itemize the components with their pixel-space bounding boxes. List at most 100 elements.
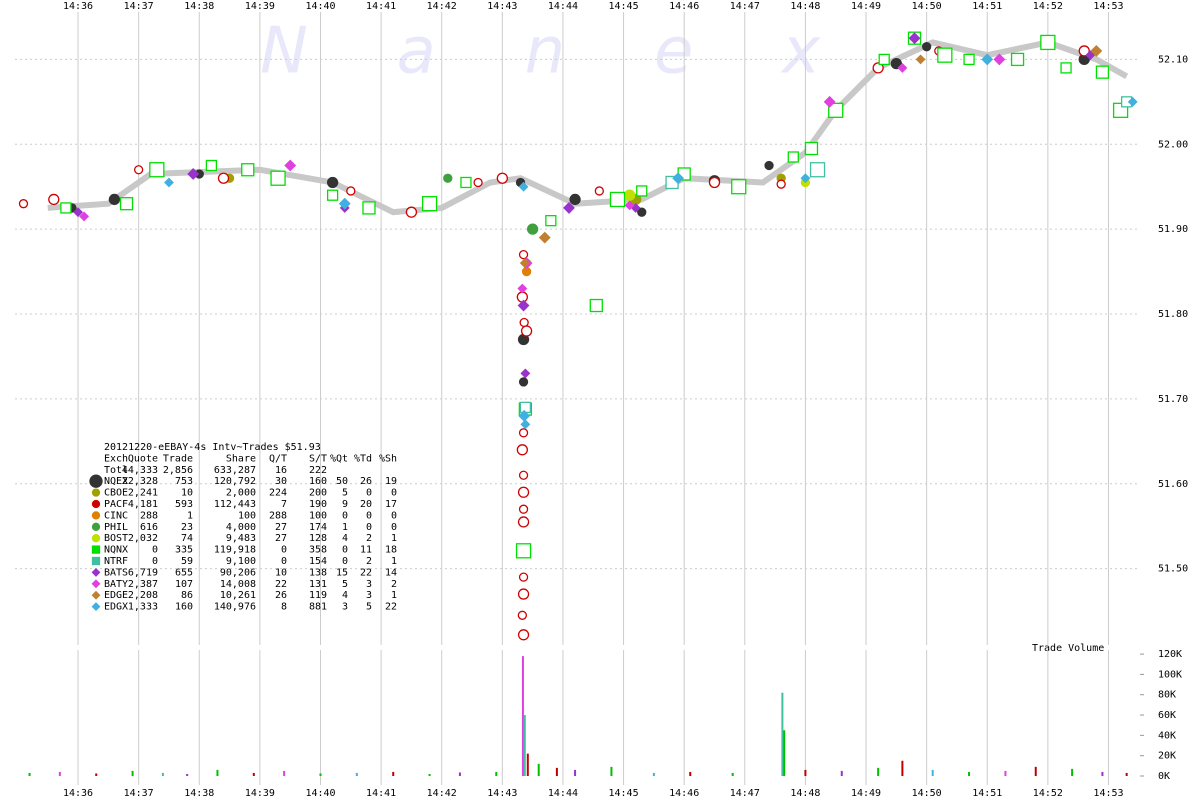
y-tick-label: 51.60 bbox=[1158, 479, 1188, 490]
legend-stat: 5 bbox=[366, 602, 372, 613]
x-tick-label: 14:47 bbox=[730, 1, 760, 12]
y-tick-label: 52.00 bbox=[1158, 139, 1188, 150]
price-point bbox=[518, 377, 529, 387]
price-point bbox=[776, 179, 786, 189]
volume-bar bbox=[186, 773, 189, 776]
price-point bbox=[1078, 45, 1090, 57]
price-point bbox=[569, 193, 581, 206]
legend-stat: 138 bbox=[309, 567, 327, 578]
legend-stat: 59 bbox=[181, 556, 193, 567]
price-point bbox=[346, 186, 356, 196]
price-point bbox=[636, 185, 648, 197]
price-point bbox=[519, 401, 532, 414]
price-point bbox=[1040, 34, 1056, 51]
legend-marker bbox=[91, 545, 101, 554]
legend-total-stat: 633,287 bbox=[214, 465, 256, 476]
legend-name: PHIL bbox=[104, 522, 128, 533]
price-point bbox=[517, 299, 530, 312]
legend-stat: 0 bbox=[342, 510, 348, 521]
legend-stat: 288 bbox=[140, 510, 158, 521]
legend-marker bbox=[91, 556, 101, 566]
volume-bar bbox=[523, 715, 526, 776]
price-point bbox=[890, 58, 902, 70]
legend-stat: 6,719 bbox=[128, 567, 158, 578]
volume-bar bbox=[131, 770, 134, 776]
price-point bbox=[520, 419, 531, 430]
volume-bar bbox=[428, 773, 431, 776]
legend-total-stat: 2,856 bbox=[163, 465, 193, 476]
legend-header: %Td bbox=[354, 453, 372, 464]
volume-bar bbox=[252, 772, 255, 776]
volume-bar bbox=[521, 656, 524, 776]
legend-stat: 120,792 bbox=[214, 476, 256, 487]
price-point bbox=[624, 200, 635, 211]
y-tick-label: 60K bbox=[1158, 710, 1176, 721]
legend-stat: 15 bbox=[336, 567, 348, 578]
legend-stat: 2,208 bbox=[128, 590, 158, 601]
volume-bar bbox=[1034, 766, 1037, 776]
legend-marker bbox=[89, 474, 103, 488]
legend-name: BATS bbox=[104, 567, 128, 578]
legend-stat: 2 bbox=[366, 556, 372, 567]
x-tick-label: 14:52 bbox=[1033, 788, 1063, 799]
legend-marker bbox=[91, 534, 101, 543]
price-point bbox=[623, 189, 636, 201]
legend-stat: 593 bbox=[175, 499, 193, 510]
price-point bbox=[878, 53, 890, 66]
x-tick-label: 14:50 bbox=[912, 788, 942, 799]
legend-stat: 881 bbox=[309, 602, 327, 613]
price-point bbox=[764, 160, 774, 171]
volume-bar bbox=[781, 692, 784, 776]
legend-header: S/T bbox=[309, 453, 327, 464]
legend-stat: 22 bbox=[275, 579, 287, 590]
legend-stat: 10 bbox=[275, 567, 287, 578]
legend-stat: 335 bbox=[175, 545, 193, 556]
legend-stat: 0 bbox=[391, 488, 397, 499]
x-tick-label: 14:41 bbox=[366, 1, 396, 12]
legend-stat: 753 bbox=[175, 476, 193, 487]
legend-name: NTRF bbox=[104, 556, 128, 567]
legend-total-stat: 44,333 bbox=[122, 465, 158, 476]
price-point bbox=[518, 470, 529, 480]
volume-bar bbox=[901, 760, 904, 776]
price-point bbox=[149, 162, 165, 178]
legend-stat: 0 bbox=[152, 556, 158, 567]
x-tick-label: 14:40 bbox=[305, 788, 335, 799]
legend-stat: 90,206 bbox=[220, 567, 256, 578]
price-point bbox=[519, 258, 530, 269]
price-point bbox=[804, 141, 819, 156]
legend-stat: 3 bbox=[366, 579, 372, 590]
price-point bbox=[915, 54, 926, 65]
legend-name: CBOE bbox=[104, 488, 128, 499]
legend-stat: 22,328 bbox=[122, 476, 158, 487]
volume-bar bbox=[458, 772, 461, 776]
legend-stat: 1 bbox=[391, 556, 397, 567]
x-tick-label: 14:49 bbox=[851, 1, 881, 12]
volume-bar bbox=[392, 771, 395, 776]
y-tick-label: 100K bbox=[1158, 669, 1182, 680]
price-point bbox=[79, 211, 90, 222]
price-point bbox=[48, 193, 60, 206]
legend-stat: 0 bbox=[152, 545, 158, 556]
volume-bar bbox=[1004, 770, 1007, 776]
legend-header: Q/T bbox=[269, 453, 287, 464]
price-point bbox=[496, 172, 508, 184]
volume-bar bbox=[95, 773, 98, 776]
legend-stat: 112,443 bbox=[214, 499, 256, 510]
x-tick-label: 14:51 bbox=[972, 788, 1002, 799]
y-tick-label: 51.80 bbox=[1158, 309, 1188, 320]
price-point bbox=[108, 193, 121, 206]
x-tick-label: 14:42 bbox=[427, 1, 457, 12]
x-tick-label: 14:42 bbox=[427, 788, 457, 799]
price-point bbox=[338, 197, 351, 210]
x-tick-label: 14:49 bbox=[851, 788, 881, 799]
volume-bar bbox=[319, 773, 322, 776]
legend-stat: 1 bbox=[391, 590, 397, 601]
legend-stat: 14 bbox=[385, 567, 397, 578]
legend-stat: 160 bbox=[309, 476, 327, 487]
price-point bbox=[637, 207, 647, 217]
legend-stat: 2,032 bbox=[128, 533, 158, 544]
price-point bbox=[1095, 65, 1110, 79]
price-point bbox=[538, 231, 551, 244]
